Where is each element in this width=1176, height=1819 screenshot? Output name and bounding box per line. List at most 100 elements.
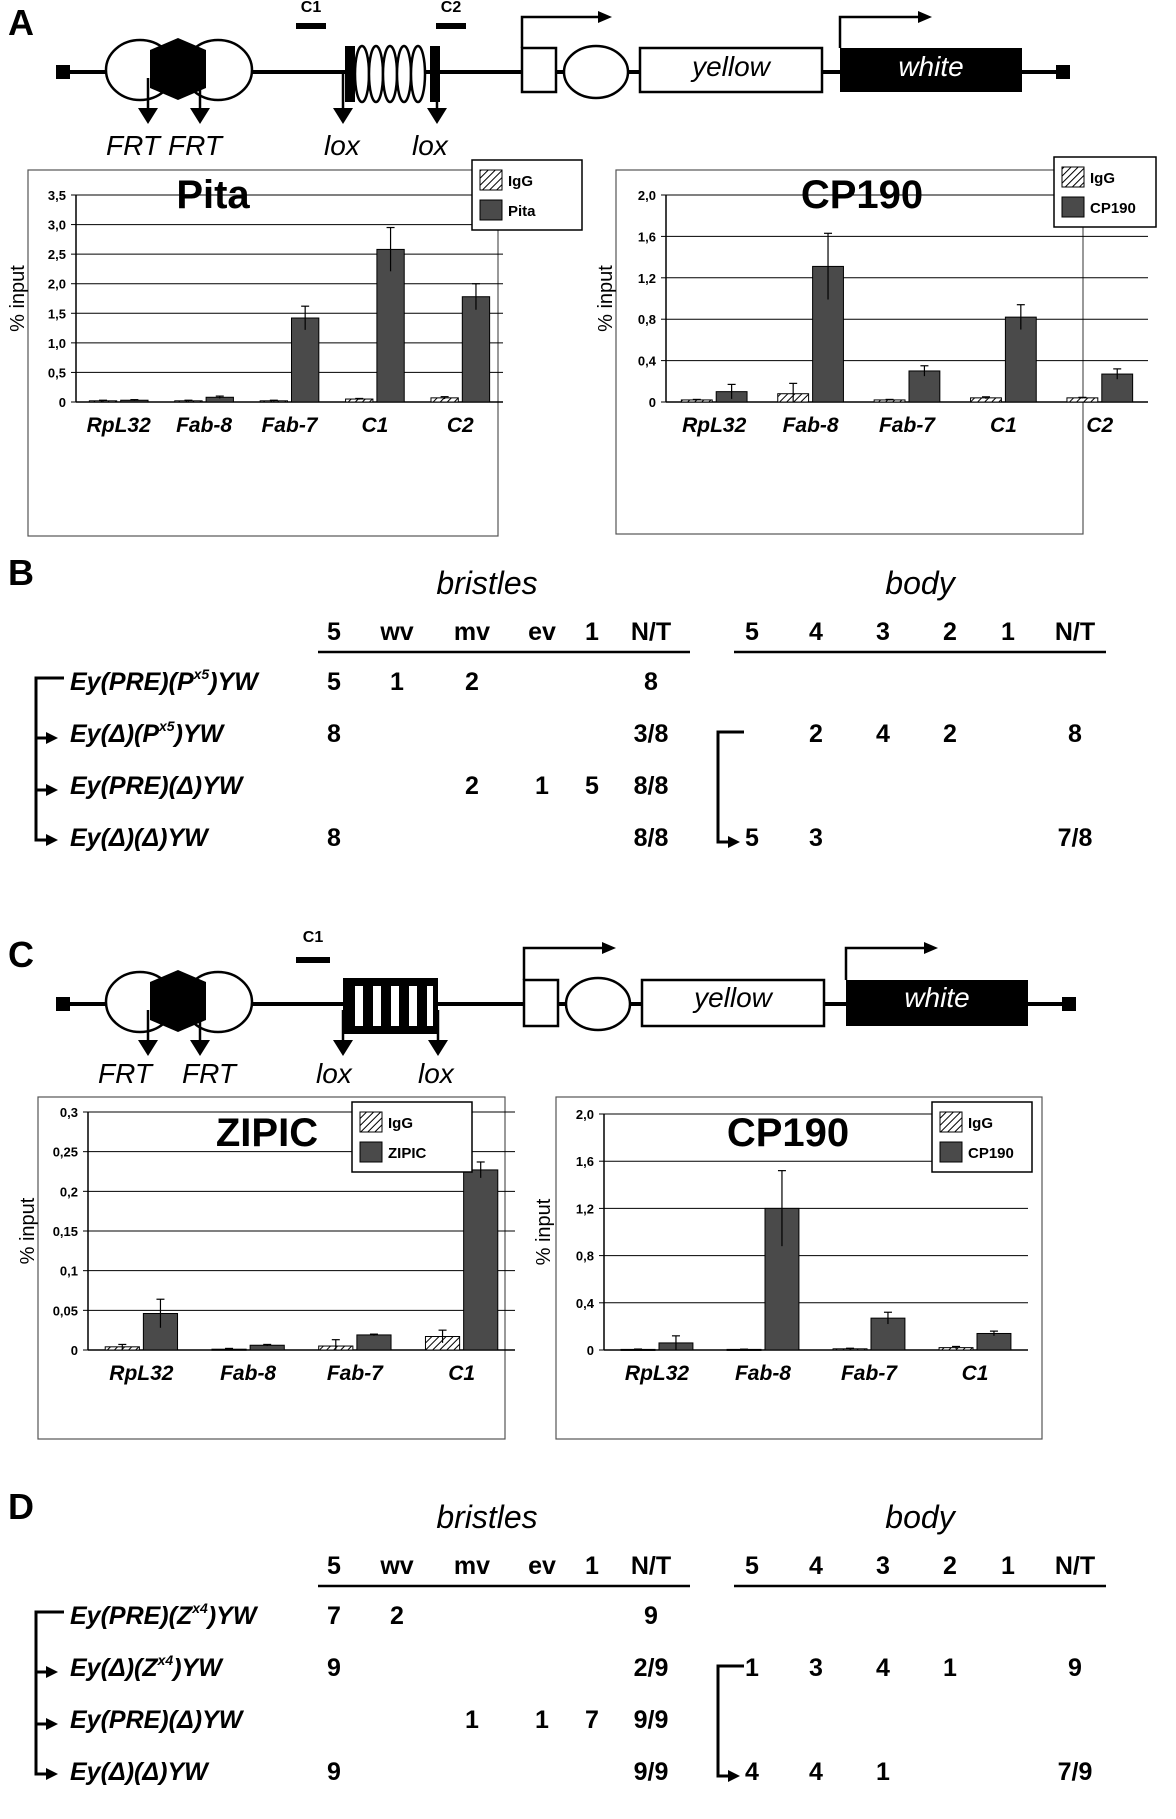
x-tick-label: RpL32 bbox=[109, 1362, 174, 1385]
y-tick-label: 0,25 bbox=[53, 1145, 78, 1160]
genotype-label: Ey(Δ)(Zx4)YW bbox=[70, 1652, 224, 1682]
bristle-value: 9 bbox=[327, 1758, 341, 1786]
frt-site-label: FRT bbox=[98, 1058, 152, 1089]
body-value: 2 bbox=[943, 720, 957, 748]
x-tick-label: RpL32 bbox=[87, 414, 152, 437]
bristle-value: 8/8 bbox=[634, 824, 669, 852]
bar-target bbox=[461, 296, 491, 403]
x-tick-label: Fab-8 bbox=[783, 414, 839, 437]
chart-frame bbox=[555, 1096, 1043, 1440]
bar-target bbox=[1004, 316, 1037, 403]
y-tick-label: 1,2 bbox=[576, 1201, 594, 1216]
legend-swatch bbox=[1061, 166, 1085, 188]
y-tick-label: 0,8 bbox=[576, 1249, 594, 1264]
bracket-arrow bbox=[46, 834, 58, 846]
bracket-arrow bbox=[728, 1770, 740, 1782]
body-header: body bbox=[885, 565, 956, 601]
body-value: 5 bbox=[745, 824, 759, 852]
y-tick-label: 1,5 bbox=[48, 306, 66, 321]
chart-0: 0 0,5 1,0 1,5 2,0 2,5 3,0 3,5 % input Pita RpL32 Fa… bbox=[7, 159, 583, 537]
legend-entry: Pita bbox=[508, 203, 536, 220]
y-tick-label: 0 bbox=[649, 395, 656, 410]
body-value: 7/8 bbox=[1058, 824, 1093, 852]
bristle-col-header: ev bbox=[528, 1552, 556, 1580]
bracket-arrow bbox=[728, 836, 740, 848]
bristle-col-header: N/T bbox=[631, 1552, 671, 1580]
legend-entry: CP190 bbox=[1090, 200, 1136, 217]
lox-site-label: lox bbox=[412, 130, 448, 161]
body-value: 1 bbox=[876, 1758, 890, 1786]
bristle-value: 1 bbox=[465, 1706, 479, 1734]
y-tick-label: 2,0 bbox=[638, 188, 656, 203]
bristle-col-header: 5 bbox=[327, 618, 341, 646]
legend-swatch bbox=[1061, 196, 1085, 218]
body-value: 4 bbox=[876, 720, 890, 748]
gene-white-label: white bbox=[898, 51, 964, 82]
x-tick-label: C2 bbox=[447, 414, 474, 437]
bracket-arrow bbox=[46, 1768, 58, 1780]
panel-letter-b: B bbox=[8, 552, 34, 593]
y-tick-label: 0,2 bbox=[60, 1184, 78, 1199]
genotype-label: Ey(PRE)(Zx4)YW bbox=[70, 1600, 259, 1630]
x-tick-label: Fab-7 bbox=[327, 1362, 384, 1385]
body-header: body bbox=[885, 1499, 956, 1535]
body-value: 7/9 bbox=[1058, 1758, 1093, 1786]
x-tick-label: Fab-8 bbox=[176, 414, 232, 437]
y-tick-label: 1,6 bbox=[576, 1154, 594, 1169]
bristles-header: bristles bbox=[436, 1499, 537, 1535]
legend-entry: IgG bbox=[1090, 170, 1115, 187]
body-value: 1 bbox=[745, 1654, 759, 1682]
bristles-header: bristles bbox=[436, 565, 537, 601]
bristle-value: 3/8 bbox=[634, 720, 669, 748]
chart-title: CP190 bbox=[727, 1111, 849, 1155]
y-tick-label: 1,2 bbox=[638, 271, 656, 286]
body-value: 4 bbox=[876, 1654, 890, 1682]
y-tick-label: 0,15 bbox=[53, 1224, 78, 1239]
genotype-label: Ey(PRE)(Δ)YW bbox=[70, 772, 245, 800]
genotype-label: Ey(Δ)(Δ)YW bbox=[70, 1758, 210, 1786]
y-axis-label: % input bbox=[533, 1198, 555, 1265]
body-col-header: 1 bbox=[1001, 618, 1015, 646]
y-tick-label: 0,4 bbox=[576, 1296, 595, 1311]
x-tick-label: RpL32 bbox=[625, 1362, 690, 1385]
legend-swatch bbox=[939, 1111, 963, 1133]
bristle-value: 1 bbox=[535, 772, 549, 800]
bristle-value: 9 bbox=[644, 1602, 658, 1630]
probe-c1-label: C1 bbox=[300, 0, 322, 16]
chart-frame bbox=[37, 1096, 506, 1440]
x-tick-label: C1 bbox=[448, 1362, 475, 1385]
bristle-col-header: wv bbox=[379, 1552, 413, 1580]
x-tick-label: C2 bbox=[1086, 414, 1113, 437]
body-value: 3 bbox=[809, 824, 823, 852]
bristle-col-header: 5 bbox=[327, 1552, 341, 1580]
legend-swatch bbox=[939, 1141, 963, 1163]
body-value: 9 bbox=[1068, 1654, 1082, 1682]
bristle-value: 9 bbox=[327, 1654, 341, 1682]
gene-yellow-label: yellow bbox=[692, 51, 770, 82]
legend-swatch bbox=[359, 1141, 383, 1163]
lox-site-label: lox bbox=[418, 1058, 454, 1089]
chart-title: ZIPIC bbox=[216, 1111, 318, 1155]
y-axis-label: % input bbox=[17, 1197, 39, 1264]
probe-c2-label: C2 bbox=[440, 0, 462, 16]
x-tick-label: C1 bbox=[962, 1362, 989, 1385]
bristle-value: 9/9 bbox=[634, 1706, 669, 1734]
bristle-value: 2 bbox=[465, 668, 479, 696]
bristle-value: 8 bbox=[644, 668, 658, 696]
bristle-value: 2 bbox=[465, 772, 479, 800]
x-tick-label: Fab-8 bbox=[735, 1362, 791, 1385]
body-value: 4 bbox=[745, 1758, 759, 1786]
x-tick-label: C1 bbox=[990, 414, 1017, 437]
body-col-header: 2 bbox=[943, 618, 957, 646]
body-col-header: 1 bbox=[1001, 1552, 1015, 1580]
lox-site-label: lox bbox=[324, 130, 360, 161]
legend-entry: IgG bbox=[508, 173, 533, 190]
bristle-col-header: wv bbox=[379, 618, 413, 646]
bristle-value: 2/9 bbox=[634, 1654, 669, 1682]
legend-swatch bbox=[479, 199, 503, 221]
bristle-value: 5 bbox=[585, 772, 599, 800]
panel-letter-a: A bbox=[8, 2, 34, 43]
construct-diagram-a bbox=[56, 11, 1070, 124]
genotype-label: Ey(PRE)(Δ)YW bbox=[70, 1706, 245, 1734]
body-col-header: 3 bbox=[876, 1552, 890, 1580]
